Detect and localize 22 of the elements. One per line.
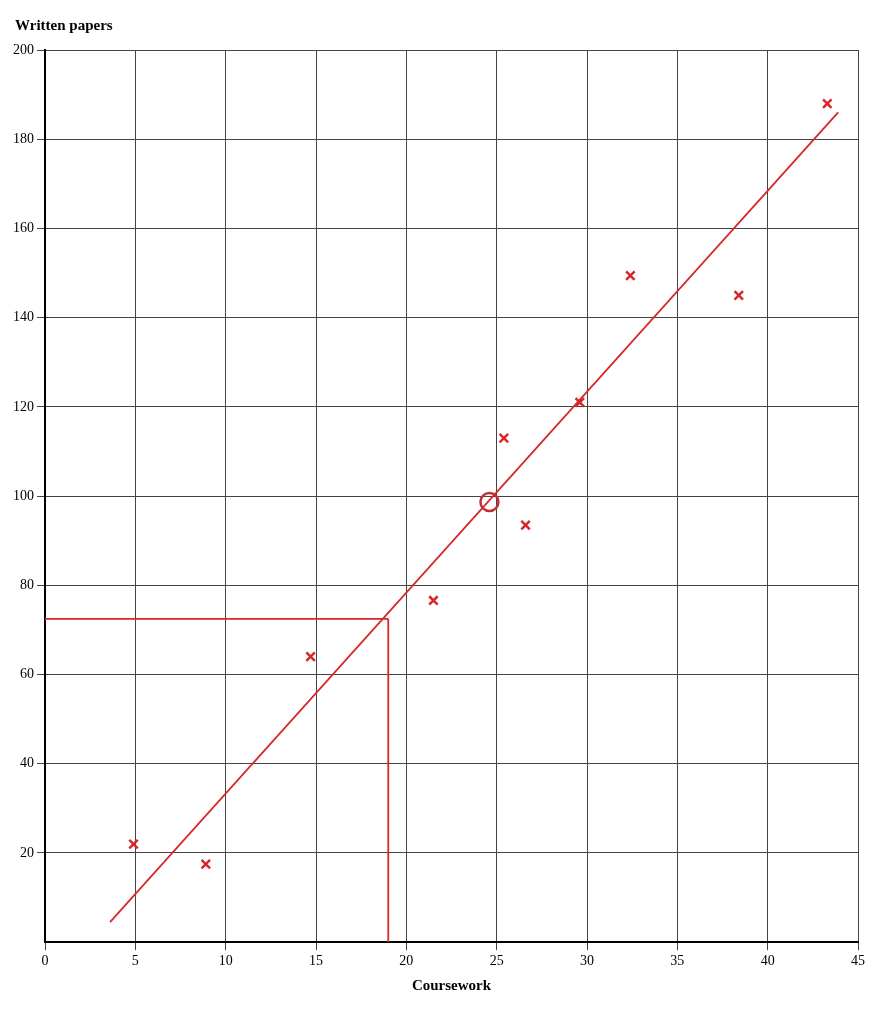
y-tick-label: 160 xyxy=(13,220,34,236)
x-tick-label: 20 xyxy=(399,953,414,969)
x-tick-label: 25 xyxy=(489,953,504,969)
x-tick-label: 0 xyxy=(41,953,49,969)
x-tick-label: 45 xyxy=(851,953,865,969)
x-tick-label: 30 xyxy=(580,953,594,969)
y-tick-label: 80 xyxy=(20,576,34,592)
y-tick-label: 40 xyxy=(20,755,34,771)
y-tick-label: 140 xyxy=(13,309,34,325)
x-tick-label: 40 xyxy=(760,953,775,969)
y-tick-label: 180 xyxy=(13,130,34,146)
y-tick-label: 120 xyxy=(13,398,34,414)
y-tick-label: 20 xyxy=(20,844,34,860)
x-tick-label: 5 xyxy=(131,953,139,969)
y-tick-label: 100 xyxy=(13,487,34,503)
x-tick-label: 35 xyxy=(670,953,685,969)
y-axis-title: Written papers xyxy=(15,17,113,34)
x-tick-label: 10 xyxy=(218,953,233,969)
x-axis-title: Coursework xyxy=(411,976,492,993)
y-tick-label: 60 xyxy=(20,666,34,682)
x-tick-label: 15 xyxy=(309,953,323,969)
y-tick-label: 200 xyxy=(13,41,34,57)
